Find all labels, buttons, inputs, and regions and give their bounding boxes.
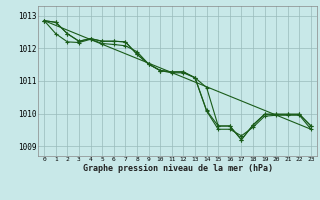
X-axis label: Graphe pression niveau de la mer (hPa): Graphe pression niveau de la mer (hPa) — [83, 164, 273, 173]
